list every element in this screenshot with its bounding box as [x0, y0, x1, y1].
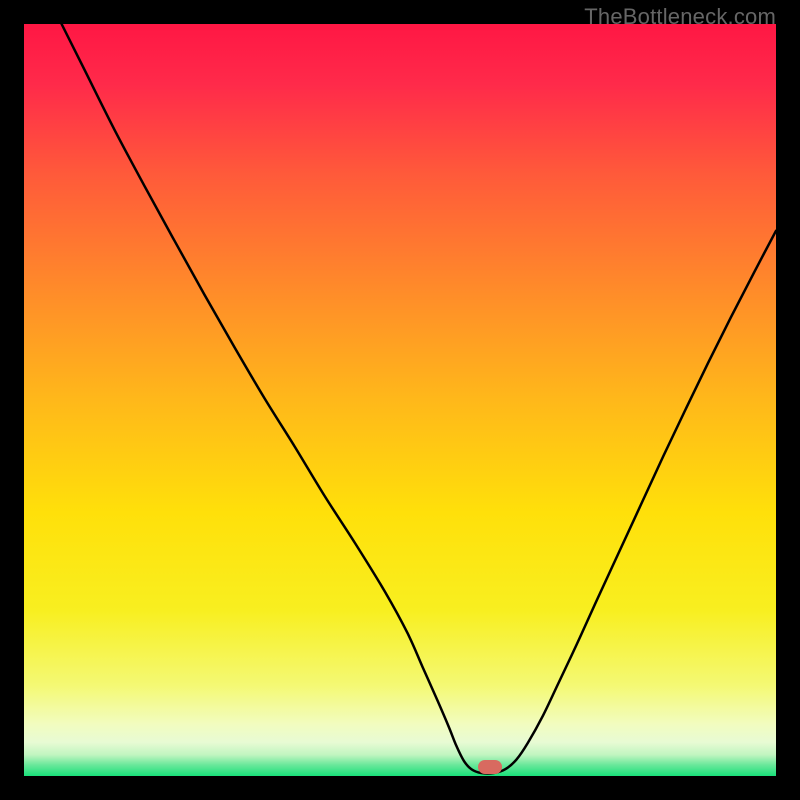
plot-area: [24, 24, 776, 776]
bottleneck-curve: [24, 24, 776, 776]
watermark-text: TheBottleneck.com: [584, 4, 776, 30]
minimum-marker: [478, 760, 502, 774]
chart-frame: TheBottleneck.com: [0, 0, 800, 800]
